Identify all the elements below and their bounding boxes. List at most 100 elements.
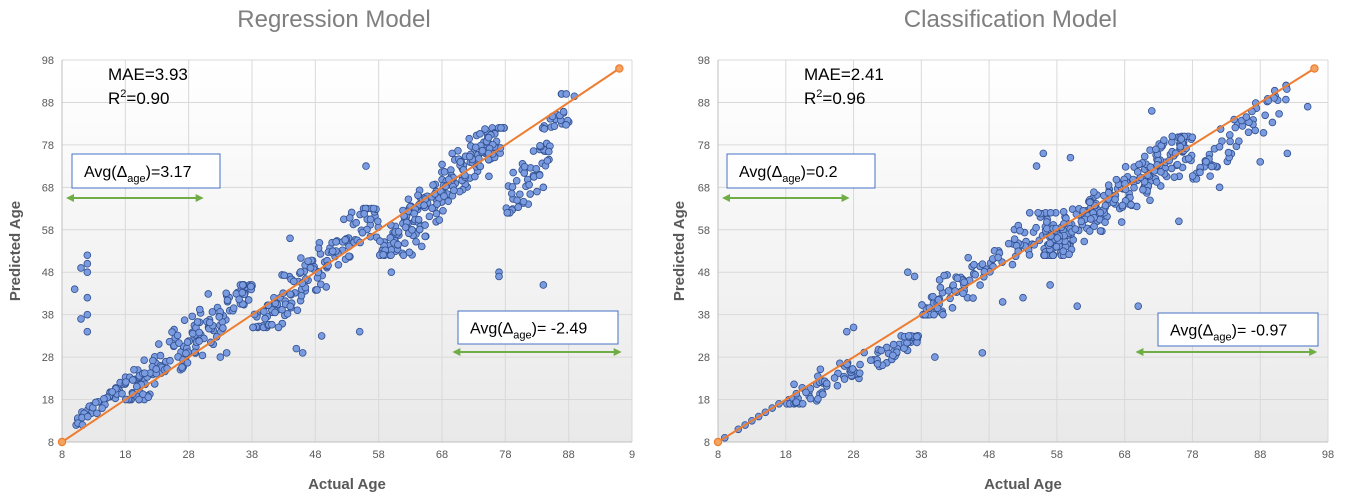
scatter-point <box>1207 162 1216 171</box>
scatter-point <box>387 251 395 260</box>
scatter-point <box>261 314 269 323</box>
scatter-point <box>960 278 968 287</box>
scatter-point <box>904 332 913 340</box>
scatter-point <box>433 200 441 208</box>
scatter-point <box>83 251 92 260</box>
y-tick-label: 88 <box>42 97 54 109</box>
scatter-point <box>1049 251 1057 260</box>
scatter-point <box>913 332 921 341</box>
scatter-point <box>1101 201 1110 210</box>
x-tick-label: 78 <box>1186 449 1198 461</box>
scatter-point <box>948 304 957 312</box>
scatter-point <box>1085 227 1094 235</box>
scatter-point <box>345 252 353 261</box>
scatter-point <box>386 234 395 242</box>
avg-delta-label: Avg(Δage)=3.17 <box>84 164 192 185</box>
scatter-point <box>412 237 420 246</box>
scatter-point <box>83 412 92 421</box>
scatter-point <box>195 337 203 345</box>
scatter-point <box>183 338 192 346</box>
y-tick-label: 88 <box>698 97 710 109</box>
scatter-point <box>274 323 283 332</box>
scatter-point <box>918 301 926 309</box>
scatter-point <box>814 395 822 403</box>
scatter-point <box>297 291 306 300</box>
range-arrow <box>452 348 622 356</box>
scatter-point <box>1087 215 1095 223</box>
scatter-point <box>1133 168 1142 176</box>
avg-delta-label: Avg(Δage)= -2.49 <box>470 321 587 342</box>
x-tick-label: 68 <box>436 449 448 461</box>
scatter-point <box>1086 198 1094 207</box>
scatter-point <box>429 181 437 189</box>
scatter-point <box>476 162 485 171</box>
scatter-point <box>806 394 815 403</box>
scatter-point <box>520 169 529 177</box>
scatter-point <box>456 158 465 166</box>
scatter-point <box>940 271 948 280</box>
regression-chart-title: Regression Model <box>237 6 431 33</box>
avg-delta-label: Avg(Δage)= -0.97 <box>1170 323 1287 344</box>
scatter-point <box>519 197 528 206</box>
scatter-point <box>208 308 217 316</box>
scatter-point <box>1259 128 1268 137</box>
scatter-point <box>83 327 92 336</box>
scatter-point <box>998 298 1007 306</box>
scatter-point <box>1244 128 1253 137</box>
scatter-point <box>1157 168 1165 176</box>
identity-endpoint <box>713 437 723 447</box>
scatter-point <box>1188 133 1197 142</box>
scatter-point <box>1168 132 1177 141</box>
scatter-point <box>1118 201 1127 210</box>
scatter-point <box>1140 152 1149 161</box>
scatter-point <box>1077 217 1086 226</box>
scatter-point <box>399 251 408 260</box>
x-tick-label: 48 <box>309 449 321 461</box>
scatter-point <box>130 365 138 374</box>
scatter-point <box>304 257 312 265</box>
scatter-point <box>122 378 130 386</box>
scatter-point <box>195 305 204 314</box>
scatter-point <box>481 125 489 133</box>
scatter-point <box>1046 209 1055 217</box>
scatter-point <box>205 318 214 327</box>
scatter-point <box>978 260 987 268</box>
scatter-point <box>173 331 182 340</box>
regression-chart: 8 18 28 38 48 58 68 78 88 98182838485868788898Act… <box>7 55 635 493</box>
scatter-point <box>286 234 294 243</box>
scatter-point <box>550 122 559 130</box>
scatter-point <box>83 259 92 268</box>
scatter-point <box>135 395 143 404</box>
y-tick-label: 68 <box>42 182 54 194</box>
scatter-point <box>936 283 945 292</box>
scatter-point <box>536 141 544 150</box>
scatter-point <box>278 305 286 314</box>
scatter-point <box>849 323 858 332</box>
scatter-point <box>1039 149 1048 158</box>
scatter-point <box>428 204 436 212</box>
identity-line <box>717 67 1315 443</box>
x-axis-title: Actual Age <box>984 476 1062 493</box>
scatter-point <box>414 215 423 224</box>
x-tick-label: 8 <box>59 449 65 461</box>
scatter-point <box>358 228 367 237</box>
scatter-point <box>1130 183 1138 192</box>
scatter-point <box>953 274 962 283</box>
mae-label: MAE=3.93 <box>108 65 188 84</box>
avg-delta-annotation: Avg(Δage)= -0.97 <box>1157 312 1319 347</box>
scatter-point <box>286 302 295 311</box>
scatter-point <box>1032 223 1040 232</box>
scatter-point <box>183 358 192 367</box>
scatter-point <box>154 340 163 348</box>
scatter-point <box>280 271 289 280</box>
scatter-point <box>1032 162 1041 170</box>
scatter-point <box>1184 154 1193 163</box>
scatter-point <box>439 206 447 215</box>
scatter-point <box>249 323 257 332</box>
scatter-point <box>866 356 875 365</box>
scatter-point <box>959 289 967 298</box>
scatter-point <box>1235 137 1243 145</box>
classification-panel: 8 18 28 38 48 58 68 78 88 98 8 18 28 38 48 58 68 78 88 98 Ac… <box>668 0 1353 496</box>
scatter-point <box>1202 157 1210 166</box>
scatter-point <box>971 270 980 279</box>
